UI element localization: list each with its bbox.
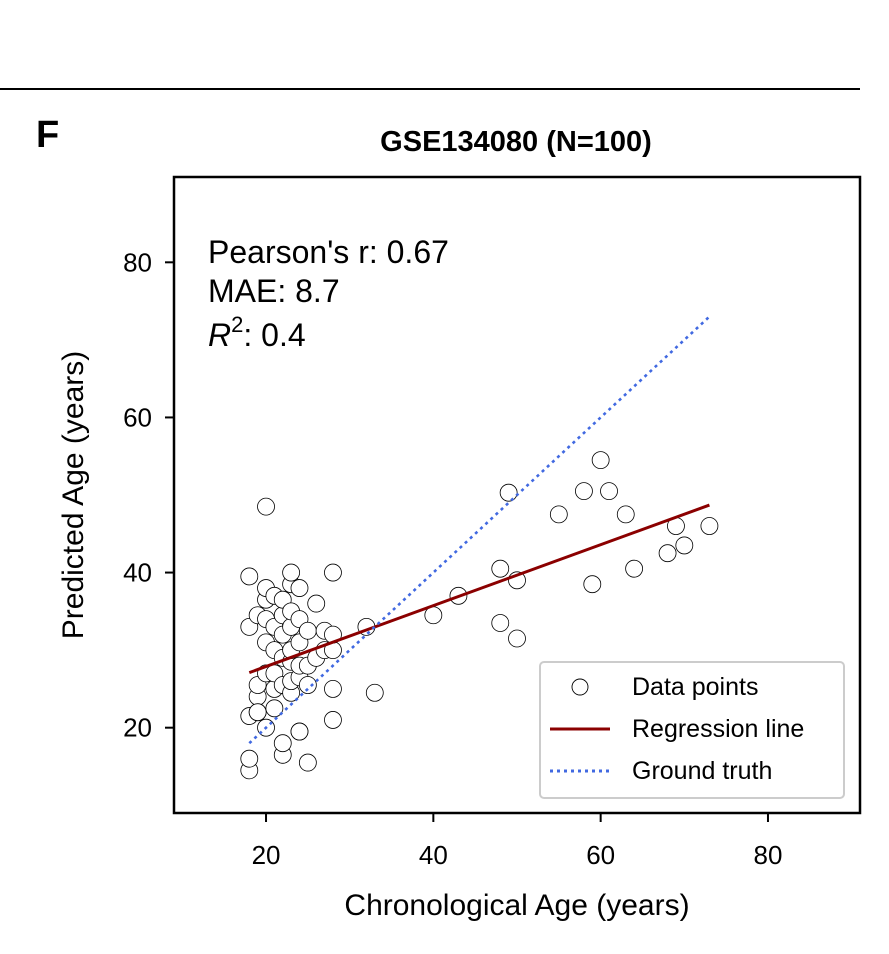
y-tick-label: 20: [123, 713, 152, 743]
data-point: [675, 536, 694, 555]
data-point: [273, 734, 292, 753]
data-point: [591, 451, 610, 469]
r2-value: : 0.4: [243, 317, 305, 353]
y-axis-label: Predicted Age (years): [57, 351, 90, 639]
data-point: [257, 497, 275, 516]
x-tick-label: 60: [586, 840, 615, 870]
y-axis: 20 40 60 80: [123, 247, 174, 743]
data-point: [508, 629, 526, 648]
x-axis: 20 40 60 80: [252, 813, 783, 870]
data-point: [324, 563, 342, 582]
data-point: [583, 575, 602, 594]
data-point: [324, 711, 342, 729]
legend: Data points Regression line Ground truth: [539, 661, 845, 799]
y-tick-label: 60: [123, 402, 152, 432]
data-point: [290, 722, 309, 741]
x-tick-label: 80: [754, 840, 783, 870]
data-point: [700, 517, 719, 535]
data-point: [491, 614, 510, 632]
r2-annotation: R2: 0.4: [208, 312, 306, 353]
data-point: [491, 559, 510, 578]
data-point: [240, 567, 259, 586]
pearson-annotation: Pearson's r: 0.67: [208, 234, 449, 270]
chart-title: GSE134080 (N=100): [380, 126, 652, 158]
legend-marker-data-points: [571, 678, 589, 696]
data-point: [248, 703, 267, 722]
y-tick-label: 40: [123, 558, 152, 588]
x-axis-label: Chronological Age (years): [344, 889, 689, 922]
data-point: [240, 749, 259, 768]
data-point: [298, 621, 317, 640]
x-tick-label: 40: [419, 840, 448, 870]
data-point: [616, 505, 635, 524]
data-point: [575, 482, 593, 501]
plot-area: [240, 315, 719, 780]
regression-line: [248, 503, 710, 675]
x-tick-label: 20: [252, 840, 281, 870]
r2-symbol: R: [208, 317, 231, 353]
data-point: [549, 505, 568, 524]
data-point: [324, 680, 342, 698]
data-point: [499, 483, 518, 502]
data-point: [290, 579, 309, 597]
mae-annotation: MAE: 8.7: [208, 273, 340, 309]
plot-frame: [172, 175, 862, 815]
data-point: [365, 683, 384, 702]
data-point: [282, 563, 301, 582]
data-points: [240, 451, 719, 780]
legend-label-ground-truth: Ground truth: [632, 757, 772, 785]
legend-label-data-points: Data points: [632, 673, 758, 701]
panel-label: F: [36, 114, 59, 156]
legend-label-regression-line: Regression line: [632, 715, 804, 743]
data-point: [307, 594, 326, 613]
data-point: [265, 699, 284, 718]
r2-exponent: 2: [231, 312, 243, 337]
stats-annotation: Pearson's r: 0.67 MAE: 8.7 R2: 0.4: [208, 234, 449, 353]
legend-box: [539, 661, 845, 799]
data-point: [658, 544, 677, 563]
y-tick-label: 80: [123, 247, 152, 277]
data-point: [298, 676, 317, 694]
data-point: [600, 482, 618, 501]
data-point: [298, 753, 317, 772]
data-point: [625, 559, 644, 578]
